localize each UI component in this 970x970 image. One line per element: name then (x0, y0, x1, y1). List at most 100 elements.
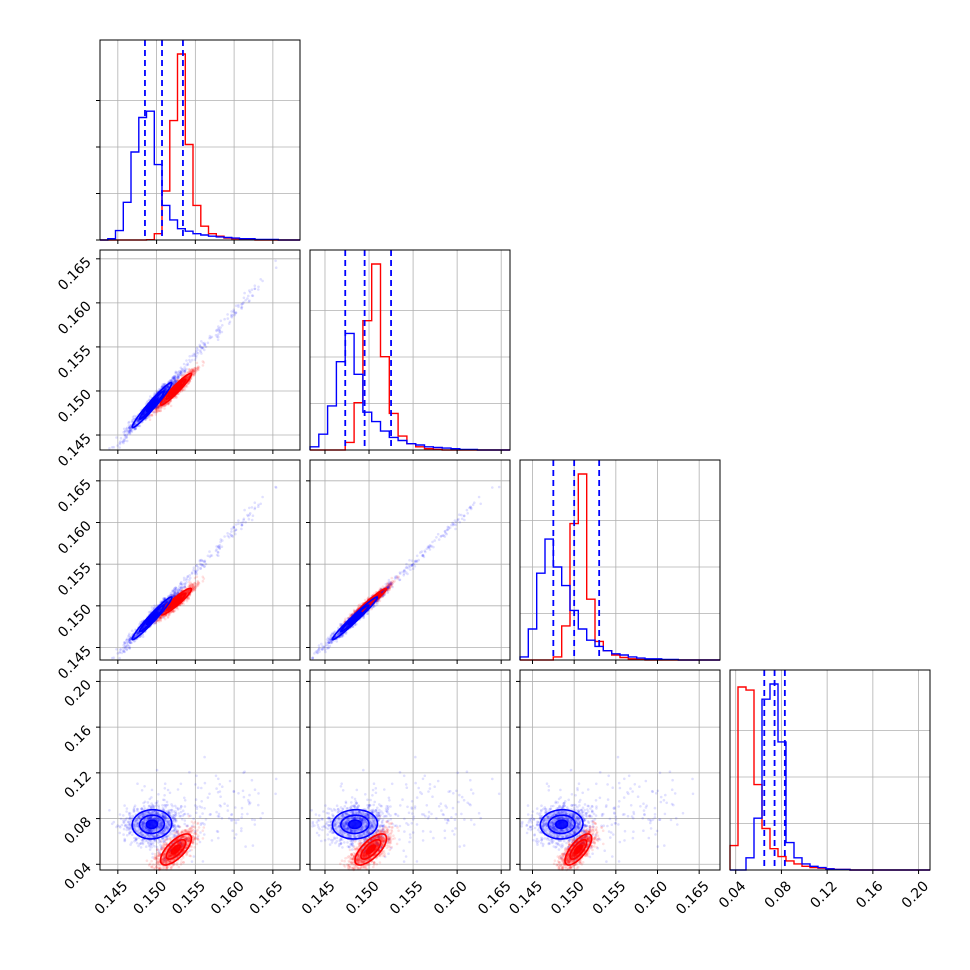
scatter-point (194, 368, 198, 371)
scatter-point (190, 367, 194, 371)
scatter-point (154, 865, 158, 869)
scatter-point (190, 828, 194, 831)
panel-1-0 (100, 250, 300, 450)
scatter-point (181, 374, 185, 377)
scatter-point (163, 404, 167, 408)
scatter-point (193, 369, 196, 372)
scatter-point (193, 373, 196, 377)
scatter-point (166, 615, 170, 619)
scatter-point (196, 366, 200, 370)
scatter-point (151, 865, 154, 869)
scatter-point (150, 859, 153, 863)
scatter-point (154, 413, 158, 416)
scatter-point (165, 865, 169, 869)
scatter-point (157, 407, 161, 410)
scatter-point (182, 388, 185, 392)
scatter-point (201, 829, 205, 832)
scatter-point (187, 367, 191, 371)
panel-0-0 (100, 40, 300, 240)
scatter-point (196, 828, 199, 832)
scatter-point (180, 374, 184, 377)
scatter-point (188, 380, 192, 383)
scatter-point (189, 854, 192, 858)
scatter-point (193, 589, 196, 592)
scatter-point (169, 404, 173, 408)
scatter-point (195, 361, 199, 365)
scatter-point (183, 386, 187, 389)
scatter-point (169, 867, 173, 870)
scatter-point (157, 406, 161, 410)
scatter-point (194, 366, 198, 370)
scatter-point (197, 826, 201, 829)
scatter-point (171, 610, 175, 614)
scatter-point (154, 410, 158, 414)
scatter-point (154, 408, 158, 412)
scatter-point (196, 821, 200, 825)
scatter-point (182, 856, 185, 859)
scatter-point (156, 407, 160, 410)
scatter-point (176, 378, 180, 382)
scatter-point (188, 369, 192, 373)
scatter-point (145, 859, 149, 862)
scatter-point (387, 845, 390, 848)
scatter-point (181, 388, 184, 392)
scatter-point (157, 405, 160, 409)
scatter-point (196, 367, 199, 370)
scatter-point (186, 371, 189, 375)
scatter-point (197, 365, 200, 368)
scatter-point (191, 374, 195, 378)
scatter-point (156, 405, 159, 409)
scatter-point (197, 368, 200, 372)
scatter-point (201, 579, 205, 583)
scatter-point (191, 369, 195, 373)
scatter-point (157, 404, 161, 408)
scatter-point (174, 396, 178, 399)
scatter-point (191, 372, 195, 375)
scatter-point (157, 404, 161, 407)
scatter-point (189, 370, 193, 373)
scatter-point (192, 373, 196, 376)
scatter-point (156, 861, 159, 864)
scatter-point (197, 581, 200, 585)
scatter-point (342, 864, 346, 867)
scatter-point (162, 400, 165, 403)
scatter-point (196, 584, 199, 588)
panel-1-1 (310, 250, 510, 450)
scatter-point (193, 836, 197, 840)
panel-3-0 (100, 670, 300, 870)
scatter-point (166, 401, 170, 405)
scatter-point (390, 828, 393, 832)
scatter-point (148, 418, 152, 422)
scatter-point (175, 863, 179, 867)
scatter-point (193, 832, 196, 836)
scatter-series-0 (145, 360, 605, 872)
scatter-point (197, 366, 201, 369)
scatter-point (157, 405, 160, 409)
scatter-point (163, 400, 166, 403)
scatter-point (166, 402, 170, 406)
scatter-point (196, 366, 199, 369)
scatter-point (192, 370, 195, 373)
scatter-point (357, 604, 361, 607)
scatter-point (193, 366, 197, 370)
scatter-point (192, 370, 196, 374)
scatter-point (193, 576, 197, 580)
scatter-point (193, 584, 197, 587)
scatter-point (389, 831, 393, 835)
scatter-point (164, 399, 167, 402)
scatter-point (154, 857, 158, 860)
scatter-point (185, 852, 189, 856)
scatter-point (179, 862, 183, 866)
scatter-point (192, 369, 195, 373)
scatter-point (160, 406, 163, 410)
scatter-point (175, 396, 179, 399)
scatter-point (150, 414, 153, 417)
scatter-point (157, 405, 161, 408)
scatter-point (196, 367, 199, 371)
scatter-point (157, 863, 161, 867)
scatter-point (173, 381, 177, 384)
scatter-point (187, 382, 190, 385)
scatter-point (202, 826, 206, 829)
scatter-point (179, 831, 183, 834)
